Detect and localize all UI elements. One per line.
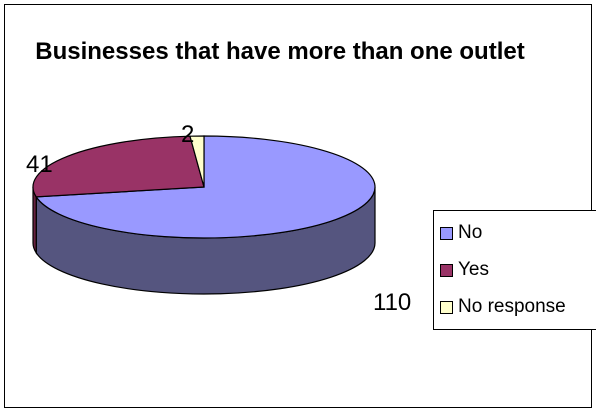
legend-label-no-response: No response [458,296,566,317]
legend-item-yes: Yes [440,258,489,282]
pie-slice-yes [32,135,205,198]
legend-item-no-response: No response [440,295,566,319]
data-label-yes: 41 [26,151,53,178]
data-label-no-response: 2 [181,121,194,148]
legend-item-no: No [440,221,482,245]
chart-title: Businesses that have more than one outle… [35,38,525,65]
pie-slice-no [35,135,376,239]
legend-swatch-no [440,226,453,240]
pie-slice-no-response [189,135,205,188]
legend-swatch-no-response [440,300,453,314]
legend-label-yes: Yes [458,259,489,280]
legend-label-no: No [458,222,483,243]
legend: No Yes No response [433,210,596,330]
data-label-no: 110 [373,289,411,316]
legend-swatch-yes [440,263,453,277]
